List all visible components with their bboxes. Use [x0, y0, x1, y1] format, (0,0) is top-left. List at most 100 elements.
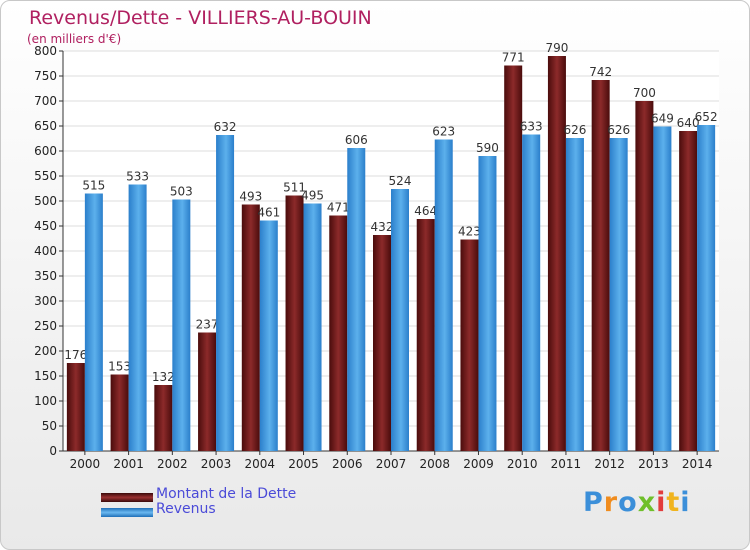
chart-subtitle: (en milliers d'€)	[27, 32, 122, 46]
bar-dette	[198, 332, 217, 451]
bar-dette	[504, 65, 523, 451]
bar-revenus	[391, 189, 409, 451]
bar-dette	[241, 204, 260, 451]
data-label: 493	[239, 190, 262, 204]
data-label: 423	[458, 225, 481, 239]
y-tick-label: 300	[34, 294, 57, 308]
data-label: 742	[589, 65, 612, 79]
data-label: 461	[257, 206, 280, 220]
y-tick-label: 600	[34, 144, 57, 158]
x-tick-label: 2012	[594, 457, 625, 471]
data-label: 515	[82, 179, 105, 193]
data-label: 176	[64, 348, 87, 362]
bar-revenus	[565, 138, 584, 451]
x-tick-label: 2001	[113, 457, 144, 471]
x-tick-label: 2009	[463, 457, 494, 471]
data-label: 700	[633, 86, 656, 100]
y-tick-label: 200	[34, 344, 57, 358]
y-tick-label: 800	[34, 44, 57, 58]
x-tick-label: 2008	[419, 457, 450, 471]
data-label: 649	[651, 112, 674, 126]
bar-revenus	[697, 125, 716, 451]
bar-revenus	[216, 135, 235, 451]
data-label: 464	[414, 204, 437, 218]
y-tick-label: 450	[34, 219, 57, 233]
logo-letter: P	[583, 487, 604, 518]
legend-swatch-dette	[101, 493, 153, 502]
y-tick-label: 700	[34, 94, 57, 108]
data-label: 790	[545, 41, 568, 55]
bar-dette	[66, 363, 85, 451]
bar-dette	[110, 374, 129, 451]
x-tick-label: 2005	[288, 457, 319, 471]
bar-revenus	[434, 139, 453, 451]
y-tick-label: 350	[34, 269, 57, 283]
x-tick-label: 2003	[201, 457, 232, 471]
logo-letter: t	[666, 487, 681, 518]
bar-revenus	[84, 193, 103, 451]
data-label: 132	[152, 370, 175, 384]
x-tick-label: 2004	[245, 457, 276, 471]
x-tick-label: 2002	[157, 457, 188, 471]
data-label: 626	[563, 123, 586, 137]
data-label: 511	[283, 181, 306, 195]
y-tick-label: 50	[42, 419, 57, 433]
logo-letter: i	[656, 487, 667, 518]
legend-swatch-revenus	[101, 508, 153, 517]
chart-title: Revenus/Dette - VILLIERS-AU-BOUIN	[29, 7, 372, 29]
bar-dette	[416, 219, 435, 451]
bar-revenus	[522, 134, 541, 451]
y-tick-label: 650	[34, 119, 57, 133]
data-label: 771	[502, 51, 525, 65]
proxiti-logo: Proxiti	[583, 487, 691, 518]
x-tick-label: 2011	[551, 457, 582, 471]
x-tick-label: 2006	[332, 457, 363, 471]
y-tick-label: 250	[34, 319, 57, 333]
x-tick-label: 2007	[376, 457, 407, 471]
bar-revenus	[259, 220, 278, 451]
data-label: 590	[476, 141, 499, 155]
data-label: 533	[126, 170, 149, 184]
bar-dette	[285, 195, 304, 451]
data-label: 626	[607, 123, 630, 137]
legend-label-revenus: Revenus	[156, 501, 216, 517]
y-tick-label: 0	[49, 444, 57, 458]
bar-dette	[591, 80, 610, 451]
x-tick-label: 2010	[507, 457, 538, 471]
bar-dette	[329, 215, 348, 451]
x-tick-label: 2013	[638, 457, 669, 471]
logo-letter: o	[618, 487, 638, 518]
bar-dette	[635, 101, 654, 451]
data-label: 503	[170, 185, 193, 199]
bar-revenus	[478, 156, 497, 451]
bar-dette	[154, 385, 173, 451]
bar-dette	[679, 131, 698, 451]
bar-dette	[373, 235, 391, 451]
bar-dette	[460, 239, 479, 451]
data-label: 432	[371, 220, 394, 234]
x-tick-label: 2014	[682, 457, 713, 471]
bar-revenus	[172, 199, 191, 451]
data-label: 495	[301, 189, 324, 203]
data-label: 471	[327, 201, 350, 215]
data-label: 237	[196, 318, 219, 332]
x-tick-label: 2000	[70, 457, 101, 471]
y-tick-label: 100	[34, 394, 57, 408]
logo-letter: r	[603, 487, 619, 518]
y-tick-label: 500	[34, 194, 57, 208]
logo-letter: i	[680, 487, 691, 518]
data-label: 153	[108, 360, 131, 374]
data-label: 652	[695, 110, 718, 124]
bar-revenus	[303, 203, 322, 451]
bar-revenus	[128, 184, 147, 451]
y-tick-label: 150	[34, 369, 57, 383]
data-label: 632	[214, 120, 237, 134]
bar-revenus	[609, 138, 628, 451]
bar-revenus	[347, 148, 366, 451]
y-tick-label: 750	[34, 69, 57, 83]
legend-label-dette: Montant de la Dette	[156, 486, 297, 502]
y-tick-label: 400	[34, 244, 57, 258]
bar-revenus	[653, 126, 672, 451]
